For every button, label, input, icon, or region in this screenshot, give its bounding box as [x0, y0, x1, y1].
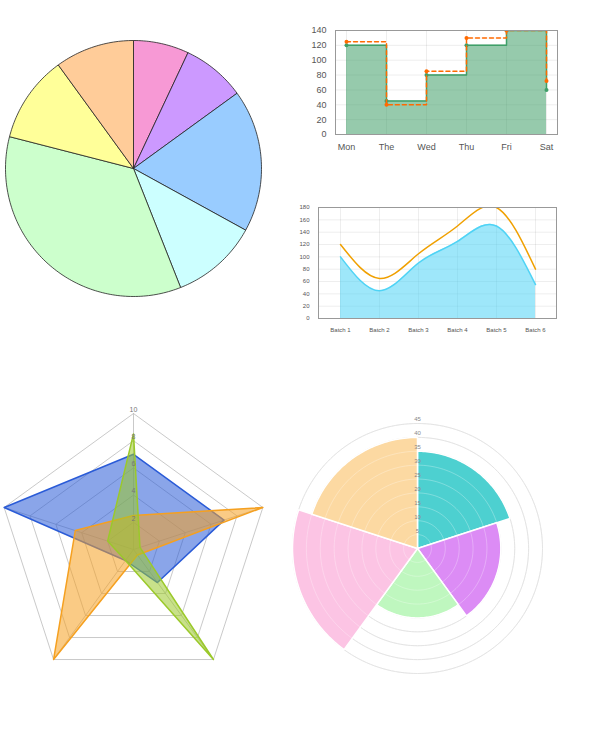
svg-text:20: 20: [414, 486, 421, 492]
svg-text:100: 100: [299, 254, 310, 260]
svg-text:Batch 1: Batch 1: [330, 327, 351, 333]
svg-text:Batch 3: Batch 3: [408, 327, 429, 333]
svg-text:The: The: [379, 142, 395, 152]
svg-text:6: 6: [132, 460, 136, 467]
svg-text:60: 60: [303, 278, 310, 284]
svg-text:Batch 6: Batch 6: [525, 327, 546, 333]
svg-text:20: 20: [303, 303, 310, 309]
svg-text:45: 45: [414, 416, 421, 422]
svg-text:80: 80: [303, 266, 310, 272]
svg-text:4: 4: [132, 487, 136, 494]
svg-text:Batch 2: Batch 2: [369, 327, 390, 333]
svg-text:40: 40: [303, 291, 310, 297]
svg-text:Wed: Wed: [417, 142, 435, 152]
svg-text:160: 160: [299, 217, 310, 223]
svg-text:60: 60: [316, 85, 326, 95]
svg-text:80: 80: [316, 70, 326, 80]
svg-text:180: 180: [299, 204, 310, 210]
svg-text:100: 100: [311, 55, 326, 65]
svg-text:2: 2: [132, 515, 136, 522]
svg-text:10: 10: [130, 406, 138, 413]
svg-text:Fri: Fri: [501, 142, 512, 152]
svg-text:0: 0: [321, 129, 326, 139]
svg-text:15: 15: [414, 500, 421, 506]
svg-text:Batch 4: Batch 4: [447, 327, 468, 333]
svg-text:40: 40: [414, 430, 421, 436]
svg-text:35: 35: [414, 444, 421, 450]
svg-text:Sat: Sat: [540, 142, 554, 152]
svg-text:Mon: Mon: [338, 142, 356, 152]
svg-text:30: 30: [414, 458, 421, 464]
svg-text:120: 120: [311, 40, 326, 50]
svg-text:20: 20: [316, 115, 326, 125]
svg-text:0: 0: [306, 315, 310, 321]
svg-text:40: 40: [316, 100, 326, 110]
svg-text:Batch 5: Batch 5: [486, 327, 507, 333]
svg-text:8: 8: [132, 433, 136, 440]
svg-text:25: 25: [414, 472, 421, 478]
svg-text:5: 5: [416, 528, 420, 534]
svg-text:Thu: Thu: [459, 142, 475, 152]
svg-text:140: 140: [311, 25, 326, 35]
svg-text:140: 140: [299, 229, 310, 235]
svg-text:120: 120: [299, 241, 310, 247]
svg-text:10: 10: [414, 514, 421, 520]
